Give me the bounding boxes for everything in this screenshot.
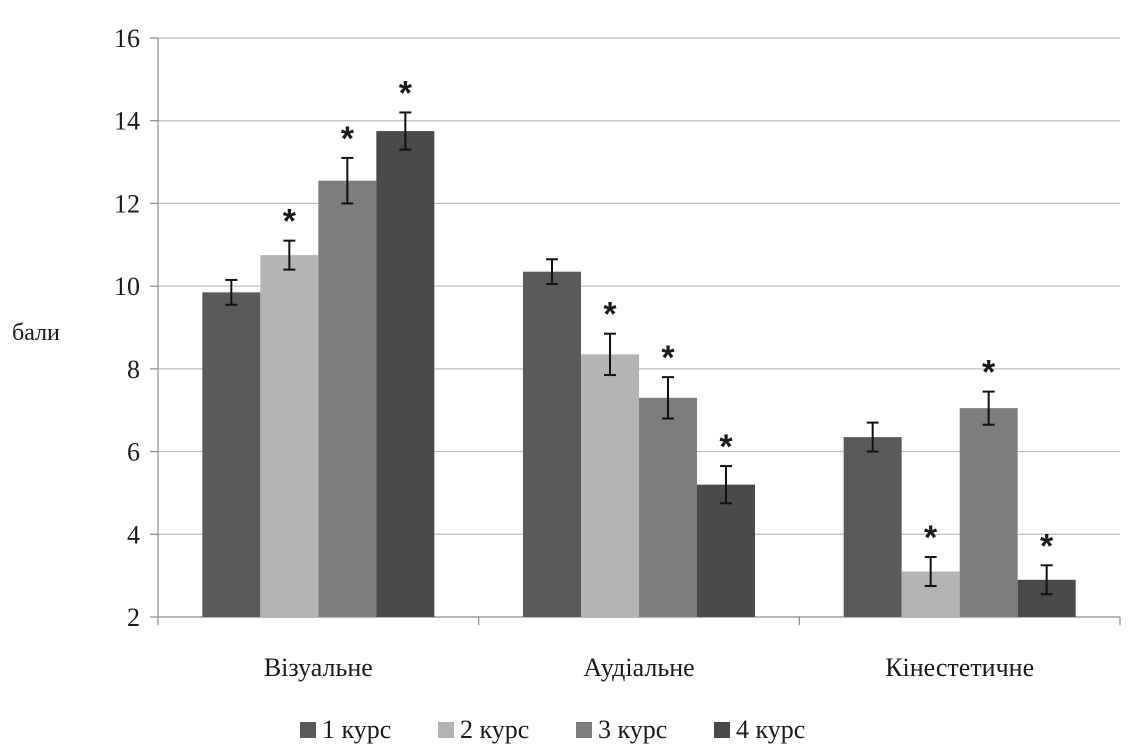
x-tick-label: Аудіальне bbox=[583, 653, 694, 682]
bar bbox=[639, 397, 697, 617]
significance-marker: * bbox=[603, 296, 617, 334]
x-tick-label: Візуальне bbox=[264, 653, 373, 682]
bar bbox=[959, 408, 1018, 617]
y-axis-label: бали bbox=[12, 320, 60, 346]
x-tick-label: Кінестетичне bbox=[885, 653, 1034, 682]
bar bbox=[523, 271, 581, 617]
significance-marker: * bbox=[341, 120, 355, 158]
significance-marker: * bbox=[719, 428, 733, 466]
bar bbox=[843, 437, 902, 617]
bar bbox=[376, 131, 435, 617]
significance-marker: * bbox=[661, 339, 675, 377]
significance-marker: * bbox=[399, 74, 413, 112]
y-tick-label: 10 bbox=[114, 272, 140, 301]
bar bbox=[697, 484, 755, 617]
significance-marker: * bbox=[283, 203, 297, 241]
legend-swatch bbox=[300, 722, 316, 738]
y-tick-label: 16 bbox=[114, 24, 140, 53]
significance-marker: * bbox=[924, 519, 938, 557]
legend-label: 3 курс bbox=[598, 715, 667, 744]
legend-swatch bbox=[438, 722, 454, 738]
y-tick-label: 12 bbox=[114, 189, 140, 218]
legend-label: 2 курс bbox=[460, 715, 529, 744]
legend-label: 1 курс bbox=[322, 715, 391, 744]
significance-marker: * bbox=[1040, 527, 1054, 565]
y-tick-label: 2 bbox=[127, 603, 140, 632]
y-tick-label: 4 bbox=[127, 520, 140, 549]
bar bbox=[260, 255, 319, 617]
legend-label: 4 курс bbox=[736, 715, 805, 744]
bar bbox=[581, 354, 639, 617]
y-tick-label: 6 bbox=[127, 438, 140, 467]
y-tick-label: 14 bbox=[114, 107, 140, 136]
legend-swatch bbox=[714, 722, 730, 738]
significance-marker: * bbox=[982, 354, 996, 392]
bar bbox=[318, 180, 377, 618]
legend-swatch bbox=[576, 722, 592, 738]
bar bbox=[202, 292, 261, 617]
y-tick-label: 8 bbox=[127, 355, 140, 384]
